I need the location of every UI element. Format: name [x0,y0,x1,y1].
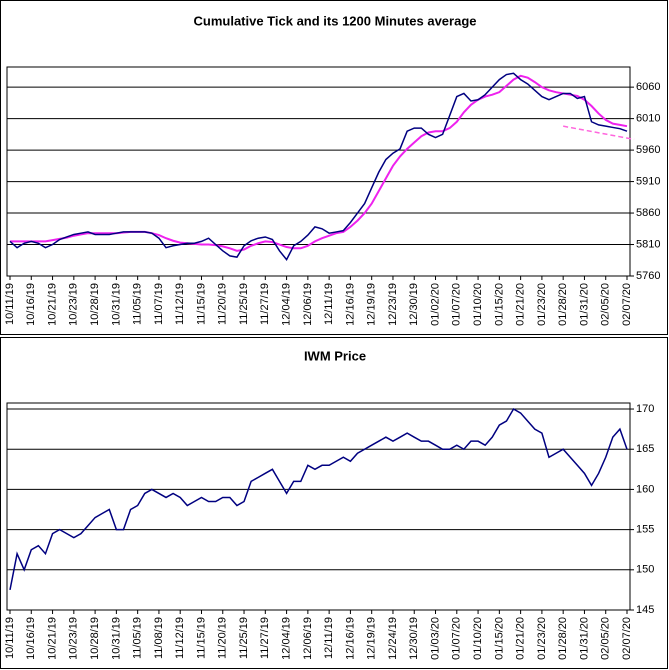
y-tick-label: 5810 [636,238,660,250]
x-tick-label: 11/15/19 [195,283,207,325]
x-tick-label: 12/04/19 [280,617,292,660]
x-tick-label: 11/25/19 [238,283,250,325]
series-line [9,72,628,262]
x-tick-label: 10/11/19 [4,617,16,659]
x-tick-label: 12/23/19 [387,283,399,326]
x-tick-label: 11/20/19 [217,283,229,325]
x-tick-label: 12/30/19 [408,617,420,660]
x-tick-label: 11/05/19 [132,283,144,325]
x-tick-label: 01/28/20 [557,617,569,660]
x-tick-label: 02/05/20 [600,283,612,326]
x-tick-label: 01/15/20 [493,283,505,326]
y-tick-label: 165 [636,443,654,455]
x-tick-label: 10/16/19 [25,283,37,326]
x-tick-label: 12/06/19 [302,617,314,660]
y-tick-label: 5960 [636,144,660,156]
x-tick-label: 11/27/19 [259,283,271,325]
x-tick-label: 01/02/20 [429,283,441,326]
y-tick-label: 5760 [636,270,660,282]
x-tick-label: 11/20/19 [217,617,229,659]
x-tick-label: 01/31/20 [578,283,590,326]
x-tick-label: 10/31/19 [110,283,122,326]
x-tick-label: 12/11/19 [323,617,335,659]
x-tick-label: 01/21/20 [515,617,527,660]
x-tick-label: 02/05/20 [600,617,612,660]
x-tick-label: 12/19/19 [366,283,378,326]
x-tick-label: 10/23/19 [68,617,80,660]
y-tick-label: 160 [636,483,654,495]
x-tick-label: 01/07/20 [451,617,463,660]
chart-title: IWM Price [304,348,366,363]
x-tick-label: 01/23/20 [536,283,548,326]
x-tick-label: 11/12/19 [174,617,186,659]
y-tick-label: 170 [636,403,654,415]
x-tick-label: 01/23/20 [536,617,548,660]
plot-area [6,66,631,277]
x-tick-label: 12/24/19 [387,617,399,660]
x-tick-label: 01/31/20 [578,617,590,660]
x-tick-label: 02/07/20 [621,617,633,660]
x-tick-label: 01/15/20 [493,617,505,660]
x-tick-label: 01/07/20 [451,283,463,326]
x-tick-label: 01/10/20 [472,283,484,326]
x-tick-label: 10/21/19 [46,283,58,326]
series-line [9,408,628,591]
y-tick-label: 6010 [636,113,660,125]
x-tick-label: 01/10/20 [472,617,484,660]
y-tick-label: 145 [636,604,654,616]
x-tick-label: 10/23/19 [68,283,80,326]
y-tick-label: 150 [636,564,654,576]
trend-line [563,125,635,141]
x-tick-label: 12/19/19 [366,617,378,660]
x-tick-label: 10/31/19 [110,617,122,660]
chart-title: Cumulative Tick and its 1200 Minutes ave… [194,13,477,28]
y-tick-label: 5910 [636,175,660,187]
x-tick-label: 12/16/19 [344,283,356,326]
x-tick-label: 10/28/19 [89,617,101,660]
x-tick-label: 01/21/20 [515,283,527,326]
x-tick-label: 12/04/19 [280,283,292,326]
y-tick-label: 155 [636,524,654,536]
x-tick-label: 11/08/19 [153,617,165,659]
x-tick-label: 12/11/19 [323,283,335,325]
x-tick-label: 02/07/20 [621,283,633,326]
x-tick-label: 11/12/19 [174,283,186,325]
x-tick-label: 11/25/19 [238,617,250,659]
x-tick-label: 12/16/19 [344,617,356,660]
x-tick-label: 11/27/19 [259,617,271,659]
x-tick-label: 10/11/19 [4,283,16,325]
x-tick-label: 10/28/19 [89,283,101,326]
x-tick-label: 12/30/19 [408,283,420,326]
x-tick-label: 11/05/19 [132,617,144,659]
x-tick-label: 11/15/19 [195,617,207,659]
x-tick-label: 11/07/19 [153,283,165,325]
x-tick-label: 10/21/19 [46,617,58,660]
x-tick-label: 01/28/20 [557,283,569,326]
x-tick-label: 10/16/19 [25,617,37,660]
plot-area [6,402,631,611]
y-tick-label: 6060 [636,81,660,93]
x-tick-label: 12/06/19 [302,283,314,326]
x-tick-label: 01/03/20 [429,617,441,660]
y-tick-label: 5860 [636,207,660,219]
